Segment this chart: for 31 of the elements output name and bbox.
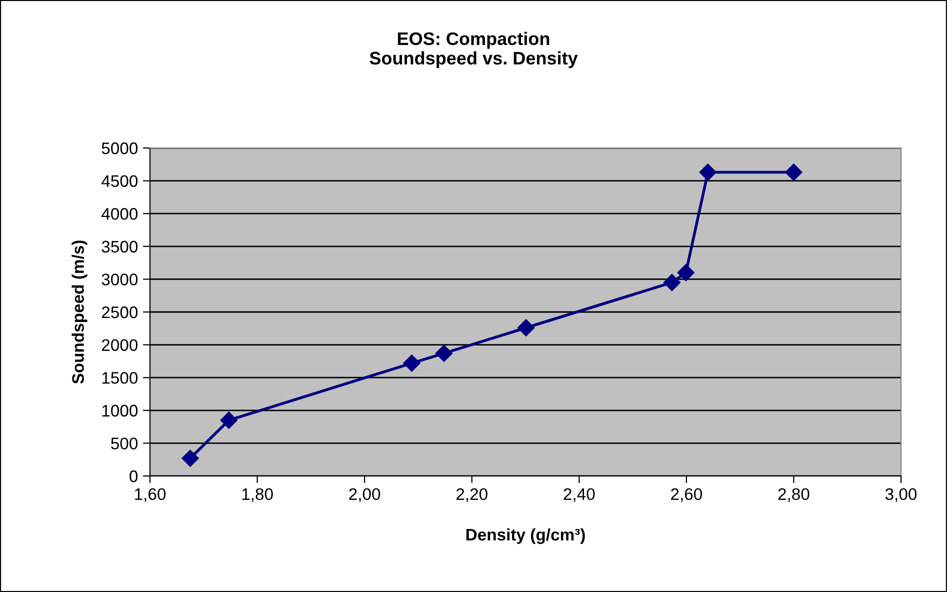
point bbox=[663, 274, 680, 292]
point bbox=[517, 319, 535, 336]
y-tick-label: 4000 bbox=[102, 208, 138, 220]
y-tick-label: 500 bbox=[111, 438, 138, 450]
point bbox=[403, 354, 420, 372]
x-tick-label: 2,80 bbox=[778, 488, 810, 502]
x-axis-title: Density (g/cm³) bbox=[466, 528, 585, 544]
x-tick-label: 2,00 bbox=[349, 488, 380, 502]
x-tick-label: 1,60 bbox=[135, 488, 166, 502]
y-tick-label: 3000 bbox=[102, 274, 138, 286]
point bbox=[677, 264, 694, 282]
point bbox=[182, 450, 199, 467]
chart-title: EOS: Compaction Soundspeed vs. Density bbox=[370, 32, 578, 68]
x-tick-label: 2,60 bbox=[671, 488, 702, 502]
point bbox=[785, 164, 802, 181]
x-tick-label: 1,80 bbox=[242, 488, 273, 502]
y-tick-label: 5000 bbox=[102, 142, 138, 154]
point bbox=[220, 412, 238, 429]
x-tick-label: 2,20 bbox=[456, 488, 488, 502]
y-tick-label: 3500 bbox=[102, 240, 138, 253]
point bbox=[435, 344, 453, 362]
x-tick-label: 2,40 bbox=[564, 488, 595, 502]
y-tick-label: 1000 bbox=[102, 404, 138, 417]
y-tick-label: 1500 bbox=[102, 372, 138, 384]
y-tick-label: 2000 bbox=[102, 339, 138, 352]
y-tick-label: 0 bbox=[130, 470, 138, 482]
x-tick-label: 3,00 bbox=[885, 488, 917, 502]
y-axis-title: Soundspeed (m/s) bbox=[72, 240, 88, 384]
point bbox=[699, 164, 716, 181]
y-tick-label: 4500 bbox=[102, 175, 138, 188]
y-tick-label: 2500 bbox=[102, 306, 138, 318]
